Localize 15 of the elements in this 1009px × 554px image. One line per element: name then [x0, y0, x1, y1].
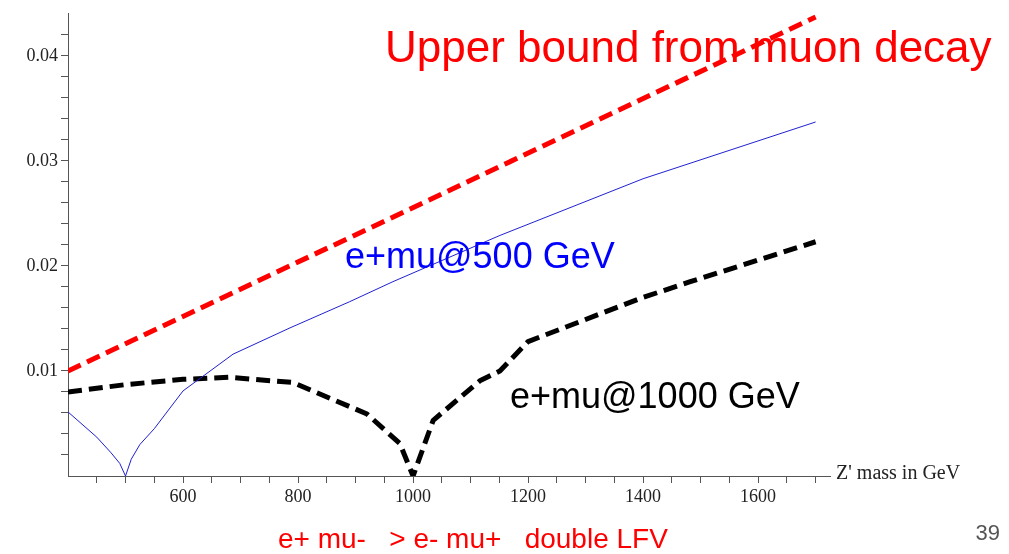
text: e+ mu- > e- mu+ double LFV	[278, 523, 669, 554]
x-tick-label: 1000	[395, 485, 432, 506]
y-tick-label: 0.03	[26, 149, 58, 170]
text: 39	[975, 520, 1000, 545]
x-tick-label: 800	[284, 485, 312, 506]
x-tick-label: 1200	[510, 485, 547, 506]
series-label: e+mu@1000 GeV	[510, 375, 800, 416]
x-tick-label: 1400	[625, 485, 662, 506]
y-tick-label: 0.04	[26, 44, 58, 65]
x-tick-label: 1600	[740, 485, 777, 506]
x-axis-title: Z' mass in GeV	[836, 461, 961, 484]
y-tick-label: 0.02	[26, 254, 58, 275]
series-label: Upper bound from muon decay	[385, 22, 992, 71]
x-tick-label: 600	[169, 485, 197, 506]
y-tick-label: 0.01	[26, 359, 58, 380]
